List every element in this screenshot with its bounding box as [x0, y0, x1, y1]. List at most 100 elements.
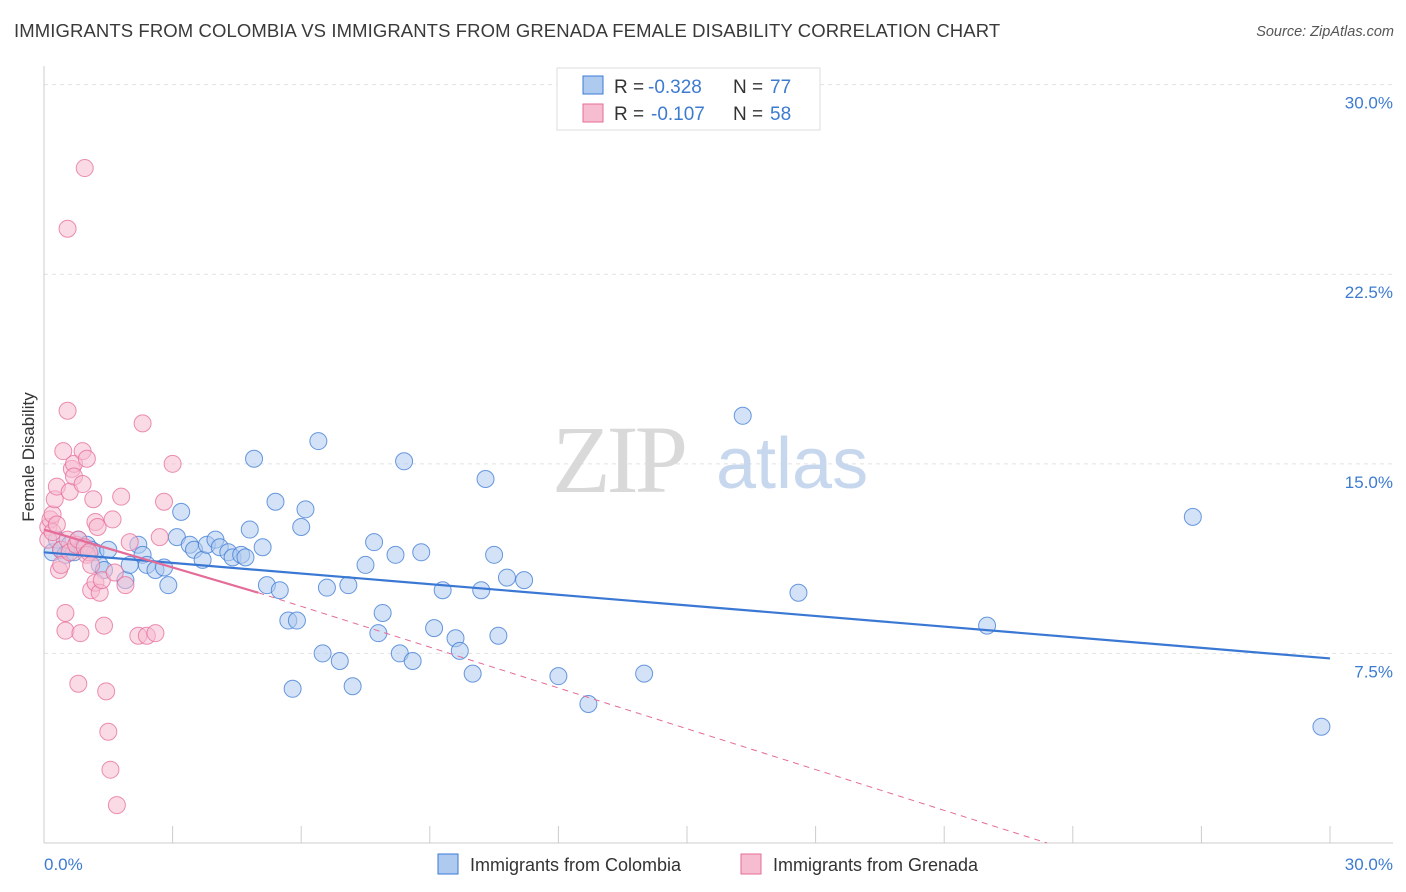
point-grenada [52, 555, 71, 574]
point-grenada [88, 518, 107, 537]
point-colombia [425, 619, 444, 638]
point-grenada [155, 492, 174, 511]
point-colombia [253, 538, 272, 557]
y-axis-label: Female Disability [19, 392, 38, 522]
point-grenada [112, 487, 131, 506]
legend-n-value-grenada: 58 [770, 104, 791, 125]
legend-n-label-colombia: N = [733, 77, 763, 98]
point-colombia [270, 581, 289, 600]
point-colombia [395, 452, 414, 471]
point-colombia [240, 520, 259, 539]
legend-n-value-colombia: 77 [770, 77, 791, 98]
point-colombia [515, 571, 534, 590]
x-tick-label-min: 0.0% [44, 855, 83, 874]
point-grenada [107, 796, 126, 815]
point-grenada [163, 454, 182, 473]
point-colombia [373, 603, 392, 622]
axes [43, 66, 1393, 844]
point-colombia [245, 449, 264, 468]
point-colombia [472, 581, 491, 600]
bottom-legend-label-colombia: Immigrants from Colombia [470, 855, 682, 875]
series-grenada-points [39, 159, 182, 815]
point-colombia [309, 432, 328, 451]
watermark-zip: ZIP [552, 406, 685, 513]
trend-line-colombia [43, 551, 1331, 660]
y-tick-label: 30.0% [1345, 94, 1393, 113]
point-colombia [485, 545, 504, 564]
point-colombia [365, 533, 384, 552]
point-grenada [150, 528, 169, 547]
point-colombia [497, 568, 516, 587]
point-colombia [403, 651, 422, 670]
point-grenada [105, 563, 124, 582]
stats-legend: R = -0.328 N = 77 R = -0.107 N = 58 [556, 67, 821, 131]
trend-line-grenada-extended [258, 592, 1048, 844]
point-grenada [133, 414, 152, 433]
point-colombia [339, 576, 358, 595]
point-colombia [579, 694, 598, 713]
watermark-atlas: atlas [716, 424, 868, 504]
point-grenada [54, 442, 73, 461]
point-colombia [549, 667, 568, 686]
point-grenada [95, 616, 114, 635]
point-grenada [69, 674, 88, 693]
legend-r-label-colombia: R = [614, 77, 644, 98]
point-grenada [101, 760, 120, 779]
y-tick-label: 22.5% [1345, 283, 1393, 302]
point-grenada [84, 490, 103, 509]
point-colombia [463, 664, 482, 683]
point-colombia [1183, 507, 1202, 526]
point-colombia [789, 583, 808, 602]
point-colombia [733, 406, 752, 425]
point-grenada [77, 449, 96, 468]
point-colombia [159, 576, 178, 595]
chart-title: IMMIGRANTS FROM COLOMBIA VS IMMIGRANTS F… [14, 20, 1001, 41]
point-grenada [75, 159, 94, 178]
point-colombia [296, 500, 315, 519]
point-colombia [292, 518, 311, 537]
point-grenada [146, 624, 165, 643]
y-tick-label: 7.5% [1354, 662, 1393, 681]
point-colombia [489, 626, 508, 645]
point-colombia [287, 611, 306, 630]
bottom-legend-swatch-colombia [437, 853, 459, 875]
point-grenada [120, 533, 139, 552]
point-colombia [356, 555, 375, 574]
point-colombia [450, 641, 469, 660]
point-grenada [71, 624, 90, 643]
point-colombia [412, 543, 431, 562]
point-colombia [635, 664, 654, 683]
point-colombia [386, 545, 405, 564]
trend-line-grenada [43, 528, 259, 594]
point-colombia [476, 469, 495, 488]
point-grenada [103, 510, 122, 529]
point-colombia [172, 502, 191, 521]
trend-lines [43, 528, 1331, 844]
legend-r-value-colombia: -0.328 [648, 77, 702, 98]
legend-swatch-grenada [582, 103, 604, 123]
point-grenada [116, 576, 135, 595]
source-label: Source: ZipAtlas.com [1256, 24, 1394, 40]
legend-r-label-grenada: R = [614, 104, 644, 125]
point-grenada [56, 603, 75, 622]
y-tick-label: 15.0% [1345, 473, 1393, 492]
point-colombia [313, 644, 332, 663]
point-colombia [283, 679, 302, 698]
point-grenada [58, 401, 77, 420]
point-colombia [1312, 717, 1331, 736]
x-tick-label-max: 30.0% [1345, 855, 1393, 874]
point-grenada [99, 722, 118, 741]
watermark: ZIP atlas [552, 406, 868, 513]
legend-n-label-grenada: N = [733, 104, 763, 125]
x-tick-labels: 0.0% 30.0% [44, 855, 1393, 874]
point-grenada [97, 682, 116, 701]
legend-swatch-colombia [582, 75, 604, 95]
series-legend: Immigrants from Colombia Immigrants from… [437, 853, 979, 875]
point-grenada [73, 475, 92, 494]
y-tick-labels: 7.5% 15.0% 22.5% 30.0% [1345, 94, 1393, 682]
point-colombia [343, 677, 362, 696]
point-colombia [266, 492, 285, 511]
point-grenada [82, 555, 101, 574]
point-colombia [317, 578, 336, 597]
